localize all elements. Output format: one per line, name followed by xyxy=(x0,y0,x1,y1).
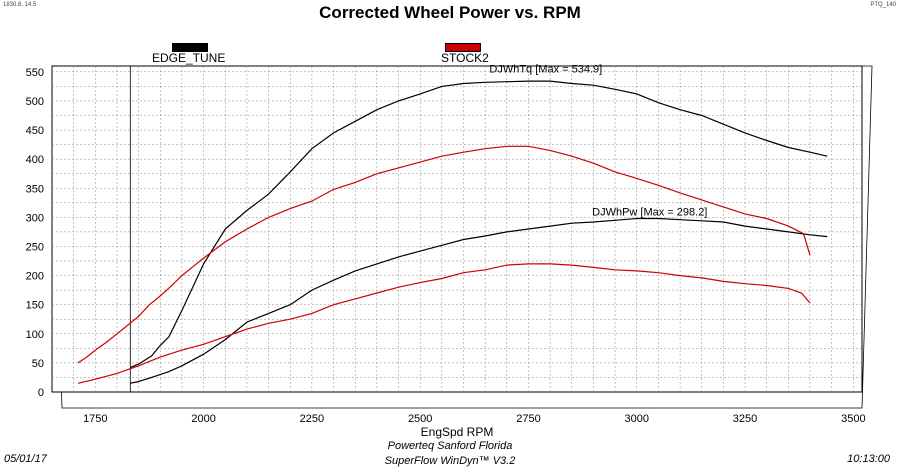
y-tick-label: 550 xyxy=(26,67,44,79)
y-tick-label: 50 xyxy=(32,358,44,370)
footer-software: SuperFlow WinDyn™ V3.2 xyxy=(384,455,516,467)
y-tick-label: 400 xyxy=(26,154,44,166)
y-tick-label: 500 xyxy=(26,96,44,108)
x-tick-label: 2250 xyxy=(300,413,324,425)
profile-code: PTQ_140 xyxy=(870,2,896,8)
x-tick-label: 1750 xyxy=(83,413,107,425)
y-tick-label: 0 xyxy=(38,387,44,399)
x-axis-label: EngSpd RPM xyxy=(421,425,494,439)
y-tick-label: 350 xyxy=(26,183,44,195)
plot-frame xyxy=(51,65,863,393)
series-lines xyxy=(77,80,828,384)
x-tick-label: 2750 xyxy=(516,413,540,425)
series-line-stock2-djwhpw xyxy=(77,263,811,384)
annotation-label: DJWhTq [Max = 534.9] xyxy=(489,63,602,75)
x-tick-label: 2500 xyxy=(408,413,432,425)
annotations: DJWhTq [Max = 534.9] DJWhPw [Max = 298.2] xyxy=(489,63,707,218)
x-tick-label: 2000 xyxy=(191,413,215,425)
chart-title: Corrected Wheel Power vs. RPM xyxy=(319,3,581,22)
y-tick-label: 450 xyxy=(26,125,44,137)
x-tick-label: 3000 xyxy=(625,413,649,425)
y-axis-ticks: 0 50 100 150 200 250 300 350 400 450 500 550 xyxy=(26,67,44,399)
footer-date: 05/01/17 xyxy=(4,453,47,465)
y-tick-label: 200 xyxy=(26,271,44,283)
y-tick-label: 300 xyxy=(26,212,44,224)
cursor-readout: 1830.8, 14.5 xyxy=(3,2,37,8)
annotation-label: DJWhPw [Max = 298.2] xyxy=(592,207,707,219)
legend-swatch-edge-tune xyxy=(172,43,208,52)
legend-label-edge-tune: EDGE_TUNE xyxy=(152,51,226,65)
footer-time: 10:13:00 xyxy=(847,453,890,465)
series-line-edge-tune-djwhtq xyxy=(129,80,828,369)
legend-swatch-stock2 xyxy=(445,43,481,52)
footer-location: Powerteq Sanford Florida xyxy=(387,440,513,452)
x-axis-ticks: 1750 2000 2250 2500 2750 3000 3250 3500 xyxy=(83,413,866,425)
x-tick-label: 3500 xyxy=(841,413,865,425)
y-tick-label: 100 xyxy=(26,329,44,341)
series-line-edge-tune-djwhpw xyxy=(129,217,828,384)
y-tick-label: 250 xyxy=(26,241,44,253)
legend-label-stock2: STOCK2 xyxy=(441,51,489,65)
y-tick-label: 150 xyxy=(26,300,44,312)
series-line-stock2-djwhtq xyxy=(77,145,811,364)
gridlines xyxy=(52,66,862,392)
x-tick-label: 3250 xyxy=(733,413,757,425)
